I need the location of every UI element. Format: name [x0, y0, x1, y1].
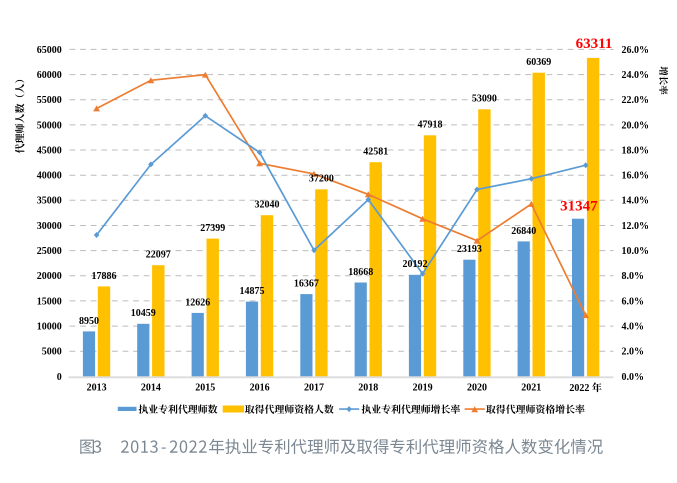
svg-text:14.0%: 14.0%	[622, 196, 650, 207]
svg-text:26840: 26840	[511, 226, 536, 237]
svg-text:30000: 30000	[37, 221, 62, 232]
svg-text:25000: 25000	[37, 246, 62, 257]
svg-text:12626: 12626	[185, 297, 210, 308]
svg-text:47918: 47918	[418, 120, 443, 131]
svg-text:35000: 35000	[37, 196, 62, 207]
svg-text:2018: 2018	[358, 383, 378, 394]
svg-text:2017: 2017	[304, 383, 324, 394]
svg-text:18.0%: 18.0%	[622, 145, 650, 156]
svg-text:32040: 32040	[255, 200, 280, 211]
svg-text:16.0%: 16.0%	[622, 171, 650, 182]
svg-text:53090: 53090	[472, 94, 497, 105]
svg-text:55000: 55000	[37, 95, 62, 106]
svg-text:65000: 65000	[37, 45, 62, 56]
svg-text:2016: 2016	[250, 383, 270, 394]
svg-text:26.0%: 26.0%	[622, 45, 650, 56]
svg-text:6.0%: 6.0%	[622, 296, 645, 307]
svg-text:0.0%: 0.0%	[622, 372, 645, 383]
svg-text:15000: 15000	[37, 296, 62, 307]
svg-text:2019: 2019	[413, 383, 433, 394]
svg-text:16367: 16367	[294, 279, 319, 290]
svg-text:2.0%: 2.0%	[622, 347, 645, 358]
svg-text:10459: 10459	[131, 308, 156, 319]
svg-text:17886: 17886	[92, 271, 117, 282]
svg-text:2021: 2021	[521, 383, 541, 394]
svg-text:27399: 27399	[200, 223, 225, 234]
svg-text:5000: 5000	[42, 347, 62, 358]
svg-text:20192: 20192	[403, 259, 428, 270]
svg-text:23193: 23193	[457, 244, 482, 255]
svg-text:22.0%: 22.0%	[622, 95, 650, 106]
svg-text:8.0%: 8.0%	[622, 271, 645, 282]
svg-text:2014: 2014	[141, 383, 161, 394]
svg-text:12.0%: 12.0%	[622, 221, 650, 232]
svg-text:42581: 42581	[363, 147, 388, 158]
svg-text:2013: 2013	[87, 383, 107, 394]
svg-text:50000: 50000	[37, 120, 62, 131]
svg-text:60369: 60369	[526, 57, 551, 68]
svg-text:0: 0	[57, 372, 62, 383]
svg-text:2020: 2020	[467, 383, 487, 394]
svg-text:63311: 63311	[576, 36, 613, 52]
svg-text:10.0%: 10.0%	[622, 246, 650, 257]
svg-text:18668: 18668	[348, 267, 373, 278]
svg-text:20.0%: 20.0%	[622, 120, 650, 131]
svg-text:2022: 2022	[569, 383, 589, 394]
svg-text:20000: 20000	[37, 271, 62, 282]
svg-text:45000: 45000	[37, 145, 62, 156]
svg-text:22097: 22097	[146, 250, 171, 261]
svg-text:14875: 14875	[240, 286, 265, 297]
svg-text:2015: 2015	[195, 383, 215, 394]
svg-text:24.0%: 24.0%	[622, 70, 650, 81]
svg-text:8950: 8950	[79, 316, 99, 327]
svg-text:40000: 40000	[37, 171, 62, 182]
svg-text:60000: 60000	[37, 70, 62, 81]
svg-text:31347: 31347	[560, 199, 598, 215]
svg-text:37200: 37200	[309, 174, 334, 185]
svg-text:4.0%: 4.0%	[622, 322, 645, 333]
svg-text:10000: 10000	[37, 322, 62, 333]
